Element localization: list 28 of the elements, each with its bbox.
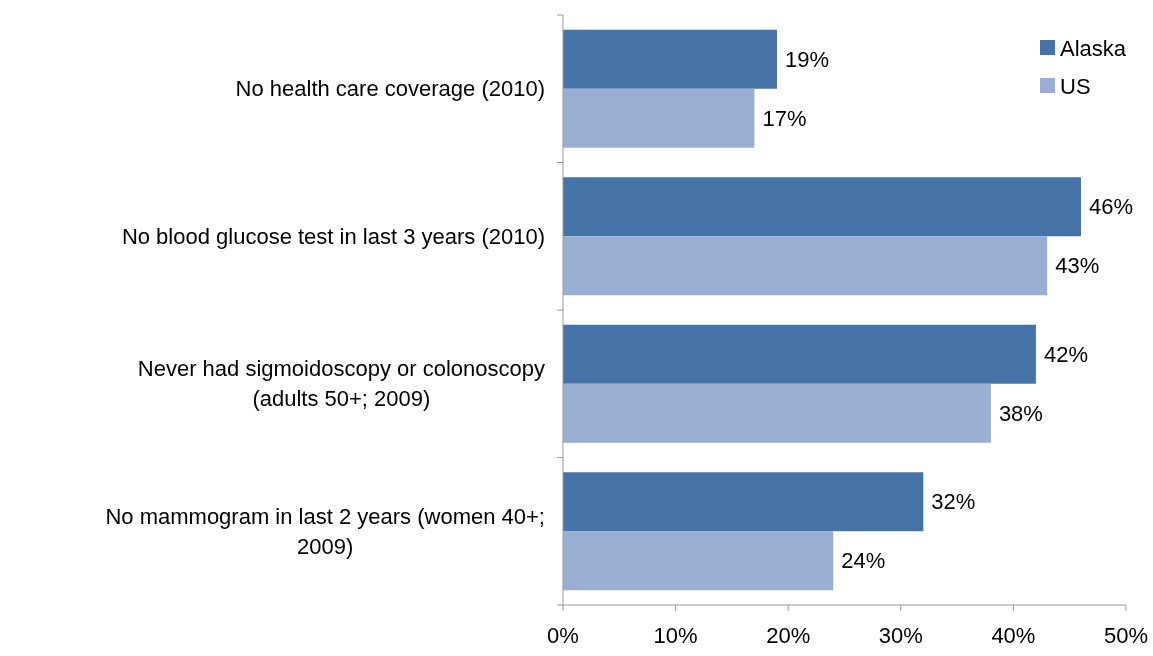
data-label: 42% — [1043, 341, 1088, 367]
data-label: 17% — [762, 105, 807, 131]
bar — [563, 383, 991, 443]
data-label: 43% — [1055, 253, 1100, 279]
bar — [563, 236, 1048, 296]
legend-label: Alaska — [1060, 35, 1127, 61]
y-tick-label: Never had sigmoidoscopy or colonoscopy (adults 50+; 2009) — [137, 356, 545, 412]
bar — [563, 472, 924, 532]
data-label: 38% — [998, 400, 1043, 426]
x-tick-label: 0% — [547, 623, 579, 648]
x-tick-label: 50% — [1103, 623, 1149, 648]
bar — [563, 531, 834, 591]
legend-label: US — [1060, 73, 1091, 99]
y-tick-label: No health care coverage (2010) — [235, 76, 546, 102]
x-tick-label: 40% — [991, 623, 1036, 648]
x-tick-label: 30% — [878, 623, 923, 648]
bar — [563, 88, 755, 148]
bar — [563, 29, 777, 89]
x-tick-label: 20% — [766, 623, 811, 648]
data-label: 46% — [1088, 194, 1134, 220]
x-tick-label: 10% — [653, 623, 698, 648]
bar — [563, 177, 1081, 237]
y-tick-label: No mammogram in last 2 years (women 40+; 2009) — [105, 503, 546, 559]
bar — [563, 324, 1036, 384]
data-label: 19% — [784, 46, 829, 72]
y-tick-label: No blood glucose test in last 3 years (2010) — [121, 223, 545, 249]
data-label: 24% — [841, 548, 886, 574]
data-label: 32% — [931, 489, 976, 515]
